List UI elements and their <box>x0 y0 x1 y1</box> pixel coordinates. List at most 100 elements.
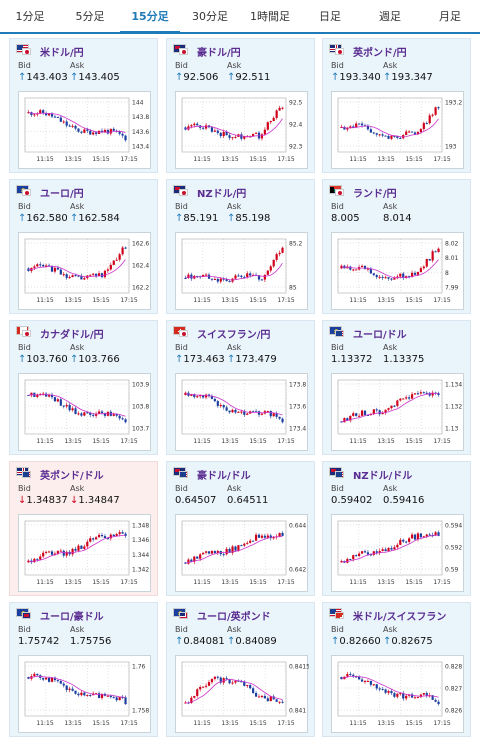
chart-panel[interactable]: 85.2 85 11:15 13:15 15:15 17:15 <box>175 232 308 310</box>
bid-price: ↑143.403 <box>18 72 68 83</box>
candle-body <box>349 126 352 129</box>
pair-title-link[interactable]: 英ポンド/ドル <box>16 467 104 482</box>
candlestick-chart: 92.5 92.4 92.3 11:15 13:15 15:15 17:15 <box>181 97 303 163</box>
pair-title-link[interactable]: スイスフラン/円 <box>173 326 270 341</box>
x-tick-label: 13:15 <box>377 297 394 304</box>
candle-body <box>363 410 367 415</box>
y-tick-label: 0.59 <box>445 567 459 574</box>
y-tick-label: 0.8415 <box>289 664 309 671</box>
candle-body <box>240 275 243 277</box>
rate-card[interactable]: ユーロ/豪ドル Bid Ask 1.75742 1.75756 1.76 1.758 11:1… <box>9 602 158 737</box>
candle-body <box>121 418 124 420</box>
candle-body <box>27 395 30 396</box>
candle-body <box>210 678 214 683</box>
candle-body <box>190 559 193 562</box>
ask-label: Ask <box>70 61 85 70</box>
candle-body <box>252 133 255 137</box>
candle-body <box>387 548 390 551</box>
pair-title-link[interactable]: NZドル/円 <box>173 185 246 200</box>
moving-average-line <box>185 678 283 704</box>
pair-title-link[interactable]: ユーロ/豪ドル <box>16 608 104 623</box>
rate-card[interactable]: ユーロ/円 Bid Ask ↑162.580 ↑162.584 162.6 162.4 162… <box>9 179 158 314</box>
pair-title-link[interactable]: ランド/円 <box>329 185 397 200</box>
pair-title-link[interactable]: カナダドル/円 <box>16 326 104 341</box>
candle-body <box>246 273 249 277</box>
tab-timeframe-6[interactable]: 週足 <box>379 10 401 23</box>
candle-body <box>100 130 104 133</box>
x-tick-label: 13:15 <box>377 438 394 445</box>
pair-title-link[interactable]: 米ドル/円 <box>16 44 84 59</box>
candle-body <box>393 135 396 137</box>
candle-body <box>184 392 187 395</box>
chart-panel[interactable]: 1.134 1.132 1.13 11:15 13:15 15:15 17:15 <box>331 373 464 451</box>
chart-panel[interactable]: 0.644 0.642 11:15 13:15 15:15 17:15 <box>175 514 308 592</box>
chart-panel[interactable]: 1.76 1.758 11:15 13:15 15:15 17:15 <box>18 655 151 733</box>
x-tick-label: 13:15 <box>64 156 81 163</box>
tab-timeframe-3[interactable]: 30分足 <box>192 10 228 23</box>
pair-title-link[interactable]: ユーロ/英ポンド <box>173 608 271 623</box>
pair-title-link[interactable]: 英ポンド/円 <box>329 44 407 59</box>
rate-card[interactable]: 豪ドル/ドル Bid Ask 0.64507 0.64511 0.644 0.642 11:1… <box>166 461 315 596</box>
rate-card[interactable]: スイスフラン/円 Bid Ask ↑173.463 ↑173.479 173.8 173.6… <box>166 320 315 455</box>
candle-body <box>358 415 361 417</box>
arrow-up-icon: ↑ <box>227 72 236 83</box>
pair-title-link[interactable]: 豪ドル/円 <box>173 44 241 59</box>
rate-card[interactable]: 豪ドル/円 Bid Ask ↑92.506 ↑92.511 92.5 92.4 92.3 11:… <box>166 38 315 173</box>
pair-title-link[interactable]: ユーロ/ドル <box>329 326 407 341</box>
candle-body <box>190 394 193 396</box>
candle-body <box>275 413 278 417</box>
chart-panel[interactable]: 0.828 0.827 0.826 11:15 13:15 15:15 17:15 <box>331 655 464 733</box>
rate-card[interactable]: 米ドル/円 Bid Ask ↑143.403 ↑143.405 144 143.8 143.6… <box>9 38 158 173</box>
rate-card[interactable]: 英ポンド/円 Bid Ask ↑193.340 ↑193.347 193.2 193 11:1… <box>322 38 471 173</box>
candle-body <box>346 559 349 563</box>
rate-card[interactable]: ランド/円 Bid Ask 8.005 8.014 8.02 8.01 8 7.99 11:15 1… <box>322 179 471 314</box>
chart-panel[interactable]: 0.8415 0.841 11:15 13:15 15:15 17:15 <box>175 655 309 733</box>
x-tick-label: 17:15 <box>433 579 450 586</box>
candle-body <box>372 409 375 414</box>
tab-timeframe-4[interactable]: 1時間足 <box>250 10 290 23</box>
chart-panel[interactable]: 162.6 162.4 162.2 11:15 13:15 15:15 17:15 <box>18 232 151 310</box>
candle-body <box>390 548 393 550</box>
candle-body <box>216 550 219 553</box>
pair-title-link[interactable]: 米ドル/スイスフラン <box>329 608 446 623</box>
rate-card[interactable]: 米ドル/スイスフラン Bid Ask ↑0.82660 ↑0.82675 0.828 0.8… <box>322 602 471 737</box>
pair-title-link[interactable]: NZドル/ドル <box>329 467 412 482</box>
pair-flag-icon <box>16 185 36 199</box>
rate-card[interactable]: ユーロ/ドル Bid Ask 1.13372 1.13375 1.134 1.132 1.13… <box>322 320 471 455</box>
candle-body <box>355 269 358 271</box>
x-tick-label: 15:15 <box>405 720 422 727</box>
chart-panel[interactable]: 92.5 92.4 92.3 11:15 13:15 15:15 17:15 <box>175 91 308 169</box>
y-tick-label: 1.13 <box>445 426 459 433</box>
chart-panel[interactable]: 0.594 0.592 0.59 11:15 13:15 15:15 17:15 <box>331 514 464 592</box>
candle-body <box>30 392 33 396</box>
chart-panel[interactable]: 8.02 8.01 8 7.99 11:15 13:15 15:15 17:15 <box>331 232 464 310</box>
rate-card[interactable]: 英ポンド/ドル Bid Ask ↓1.34837 ↓1.34847 1.348 1.346 1… <box>9 461 158 596</box>
x-tick-label: 17:15 <box>277 579 294 586</box>
chart-panel[interactable]: 1.348 1.346 1.344 1.342 11:15 13:15 15:15 17:15 <box>18 514 151 592</box>
rate-card[interactable]: ユーロ/英ポンド Bid Ask ↑0.84081 ↑0.84089 0.8415 0.84… <box>166 602 315 737</box>
candle-body <box>278 416 281 419</box>
candle-body <box>372 132 375 134</box>
bid-price: ↓1.34837 <box>18 495 68 506</box>
pair-title-link[interactable]: 豪ドル/ドル <box>173 467 251 482</box>
arrow-up-icon: ↑ <box>227 636 236 647</box>
rate-card[interactable]: NZドル/ドル Bid Ask 0.59402 0.59416 0.594 0.592 0.5… <box>322 461 471 596</box>
candle-body <box>207 394 211 396</box>
pair-title-link[interactable]: ユーロ/円 <box>16 185 84 200</box>
y-tick-label: 7.99 <box>445 285 459 292</box>
candle-body <box>402 693 405 699</box>
bid-price: 0.59402 <box>331 495 372 506</box>
tab-timeframe-5[interactable]: 日足 <box>319 10 341 23</box>
pair-flag-icon <box>16 467 36 481</box>
chart-panel[interactable]: 144 143.8 143.6 143.4 11:15 13:15 15:15 17:15 <box>18 91 151 169</box>
tab-timeframe-1[interactable]: 5分足 <box>75 10 105 23</box>
tab-timeframe-2[interactable]: 15分足 <box>120 0 180 34</box>
candle-body <box>413 132 417 135</box>
tab-timeframe-0[interactable]: 1分足 <box>15 10 45 23</box>
rate-card[interactable]: NZドル/円 Bid Ask ↑85.191 ↑85.198 85.2 85 11:15 13:… <box>166 179 315 314</box>
rate-card[interactable]: カナダドル/円 Bid Ask ↑103.760 ↑103.766 103.9 103.8 1… <box>9 320 158 455</box>
chart-panel[interactable]: 103.9 103.8 103.7 11:15 13:15 15:15 17:15 <box>18 373 151 451</box>
tab-timeframe-7[interactable]: 月足 <box>439 10 461 23</box>
chart-panel[interactable]: 173.8 173.6 173.4 11:15 13:15 15:15 17:15 <box>175 373 308 451</box>
chart-panel[interactable]: 193.2 193 11:15 13:15 15:15 17:15 <box>331 91 464 169</box>
